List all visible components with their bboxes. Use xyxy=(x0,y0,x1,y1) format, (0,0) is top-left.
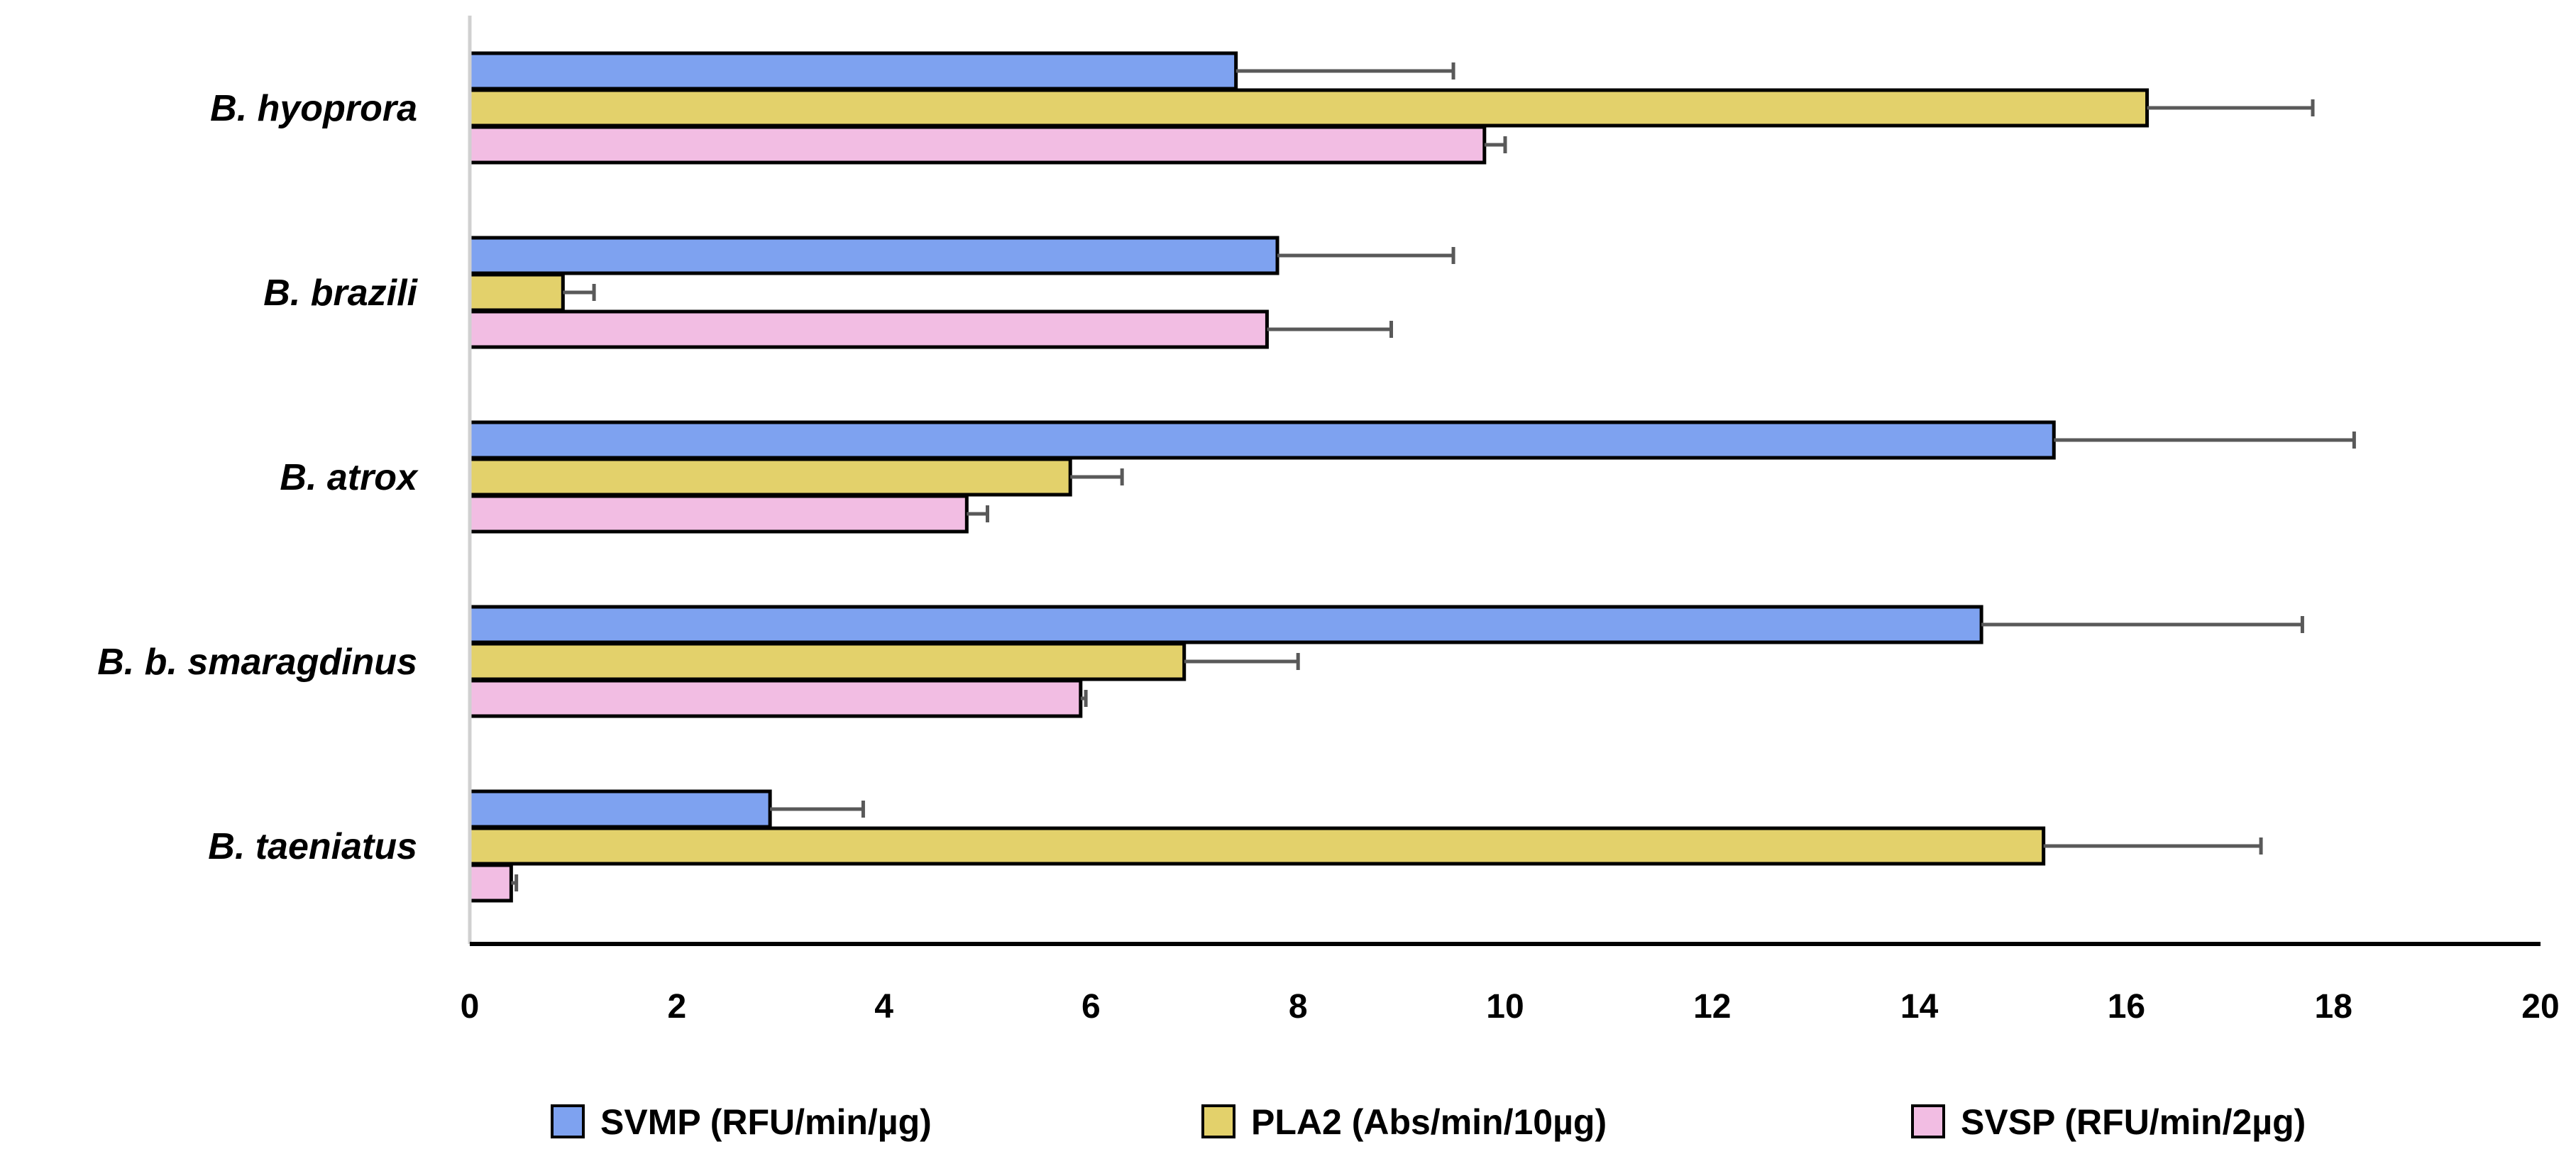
error-bar xyxy=(2043,837,2263,855)
legend-label: PLA2 (Abs/min/10µg) xyxy=(1251,1102,1607,1142)
bar xyxy=(468,88,2150,128)
category-label: B. atrox xyxy=(280,457,419,498)
x-tick-label: 4 xyxy=(874,988,893,1026)
x-tick-label: 18 xyxy=(2315,988,2352,1026)
error-bars-layer xyxy=(511,62,2356,891)
legend-label: SVSP (RFU/min/2µg) xyxy=(1961,1102,2306,1142)
bar xyxy=(468,494,969,534)
bar xyxy=(468,309,1269,349)
x-tick-label: 12 xyxy=(1693,988,1731,1026)
error-bar xyxy=(563,284,596,301)
error-bar xyxy=(1267,321,1394,338)
legend-label: SVMP (RFU/min/µg) xyxy=(600,1102,932,1142)
bar xyxy=(468,273,565,312)
x-tick-label: 14 xyxy=(1900,988,1939,1026)
x-tick-label: 16 xyxy=(2108,988,2145,1026)
x-tick-label: 0 xyxy=(461,988,480,1026)
category-label: B. taeniatus xyxy=(208,826,417,867)
bar xyxy=(468,679,1083,718)
error-bar xyxy=(1184,653,1300,670)
category-labels: B. hyoprora B. brazili B. atrox B. b. smara… xyxy=(97,88,419,867)
error-bar xyxy=(1981,616,2304,633)
legend-swatch xyxy=(1911,1104,1945,1138)
x-tick-label: 2 xyxy=(667,988,686,1026)
legend-swatch xyxy=(551,1104,585,1138)
legend-item: PLA2 (Abs/min/10µg) xyxy=(1201,1102,1607,1142)
error-bar xyxy=(1277,247,1455,264)
error-bar xyxy=(1484,136,1507,153)
legend-item: SVSP (RFU/min/2µg) xyxy=(1911,1102,2306,1142)
category-label: B. b. smaragdinus xyxy=(97,642,417,683)
error-bar xyxy=(967,505,989,522)
bar xyxy=(468,457,1072,497)
bar xyxy=(468,125,1487,165)
x-tick-labels: 0 2 4 6 8 10 12 14 16 18 20 xyxy=(461,988,2560,1026)
bar xyxy=(468,605,1983,644)
x-tick-label: 20 xyxy=(2521,988,2559,1026)
error-bar xyxy=(770,801,865,818)
legend-swatch xyxy=(1201,1104,1235,1138)
error-bar xyxy=(2147,99,2315,116)
category-label: B. brazili xyxy=(263,273,418,314)
legend: SVMP (RFU/min/µg) PLA2 (Abs/min/10µg) SVSP… xyxy=(551,1102,2306,1142)
error-bar xyxy=(2054,432,2356,449)
bar xyxy=(468,863,513,903)
x-tick-label: 6 xyxy=(1081,988,1101,1026)
bar xyxy=(468,420,2056,460)
bars-layer xyxy=(468,51,2150,903)
bar xyxy=(468,789,772,829)
legend-item: SVMP (RFU/min/µg) xyxy=(551,1102,932,1142)
x-tick-label: 8 xyxy=(1289,988,1308,1026)
category-label: B. hyoprora xyxy=(210,88,417,129)
bar xyxy=(468,51,1238,91)
x-tick-label: 10 xyxy=(1486,988,1524,1026)
bar xyxy=(468,236,1279,275)
error-bar xyxy=(1235,62,1455,79)
error-bar xyxy=(511,874,519,891)
error-bar xyxy=(1080,690,1088,707)
error-bar xyxy=(1070,468,1124,485)
bar xyxy=(468,826,2046,866)
bar xyxy=(468,642,1187,681)
